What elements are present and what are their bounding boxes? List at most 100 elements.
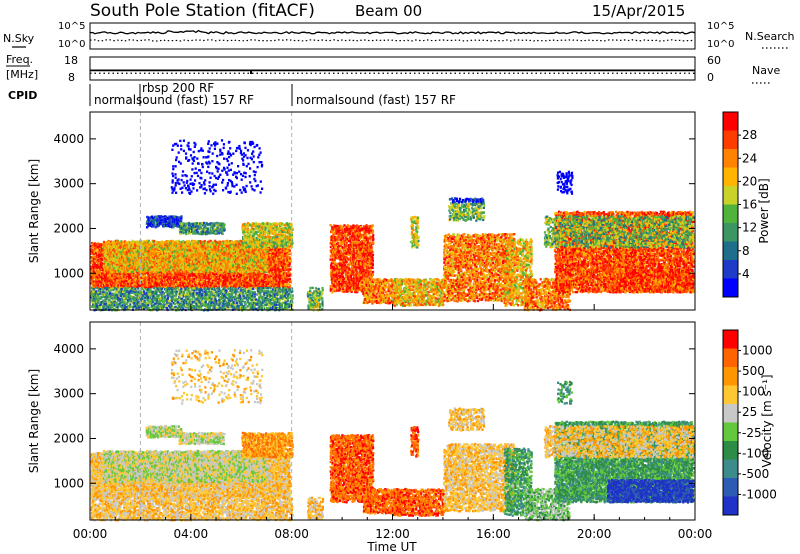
power-cell (153, 279, 156, 282)
power-cell (289, 268, 292, 271)
power-cell (146, 282, 149, 286)
power-cell (97, 281, 100, 285)
power-cell (168, 279, 171, 282)
power-cell (90, 255, 93, 259)
power-cell (131, 281, 134, 284)
power-cell (151, 276, 154, 279)
power-cell (166, 278, 169, 281)
power-cell (95, 275, 98, 278)
power-cell (91, 261, 94, 264)
freq-label-top: Freq. (6, 53, 33, 66)
power-cell (199, 276, 202, 279)
power-cell (125, 284, 128, 288)
power-cell (91, 270, 94, 273)
power-cell (142, 282, 145, 285)
power-cell (197, 285, 200, 289)
power-cell (188, 286, 191, 289)
power-cell (127, 282, 130, 285)
power-cell (214, 278, 218, 282)
power-cell (102, 270, 105, 274)
power-cell (119, 281, 122, 285)
power-cell (109, 286, 112, 289)
power-cell (156, 276, 159, 279)
power-cell (288, 271, 291, 275)
power-cell (155, 277, 158, 280)
power-cell (94, 280, 97, 283)
power-cell (149, 279, 153, 282)
power-cell (174, 247, 177, 250)
cpid-panel: CPID rbsp 200 RF normalsound (fast) 157 … (8, 81, 456, 107)
power-cell (110, 279, 113, 282)
power-cell (278, 255, 281, 259)
power-cell (99, 248, 102, 252)
power-cell (107, 272, 110, 275)
power-cell (288, 251, 291, 255)
power-cell (169, 276, 172, 279)
power-cell (138, 281, 141, 284)
power-cell (157, 280, 160, 283)
power-cell (157, 273, 160, 277)
power-cell (201, 272, 204, 275)
noise-panel-frame (89, 22, 696, 50)
power-cell (104, 284, 107, 287)
power-cell (172, 274, 175, 277)
power-cell (198, 284, 201, 287)
freq-ytick-bottom: 8 (68, 71, 75, 84)
power-cell (190, 282, 194, 285)
power-cell (105, 278, 108, 281)
power-cell (191, 245, 194, 249)
power-cell (191, 286, 194, 289)
power-cell (127, 277, 131, 281)
power-cell (103, 279, 106, 282)
power-cell (116, 275, 119, 278)
power-cell (126, 283, 129, 287)
power-cell (174, 283, 178, 286)
power-cell (195, 272, 199, 275)
power-cell (189, 283, 192, 286)
power-cell (182, 280, 185, 283)
power-cell (184, 272, 187, 275)
power-cell (113, 270, 116, 274)
power-cell (173, 275, 177, 278)
power-cell (94, 258, 97, 261)
power-cell (179, 281, 182, 284)
power-cell (118, 275, 121, 279)
power-cell (122, 279, 125, 282)
power-cell (189, 281, 192, 285)
power-cell (128, 285, 131, 289)
power-cell (192, 272, 195, 275)
power-cell (95, 283, 98, 287)
power-cell (98, 273, 101, 276)
power-cell (103, 274, 106, 278)
power-cell (144, 278, 147, 281)
power-cell (177, 285, 180, 288)
power-cell (126, 276, 129, 280)
power-cell (137, 282, 140, 286)
power-cell (97, 279, 100, 283)
power-cell (159, 275, 162, 279)
power-cell (116, 258, 119, 261)
power-heatmap-data (90, 112, 695, 312)
power-cell (95, 259, 99, 263)
power-cell (288, 249, 291, 252)
power-cell (197, 278, 200, 281)
power-cell (181, 282, 184, 285)
power-cell (103, 280, 107, 284)
power-cell (97, 252, 100, 255)
beam-label: Beam 00 (355, 2, 422, 20)
power-cell (100, 246, 103, 249)
power-cell (186, 272, 189, 275)
power-cell (102, 240, 106, 244)
power-cell (91, 275, 94, 278)
power-cell (90, 250, 93, 253)
power-cell (96, 273, 99, 276)
power-cell (178, 278, 181, 281)
power-cell (91, 257, 94, 261)
power-cell (171, 275, 174, 278)
power-cell (135, 281, 139, 284)
power-cell (144, 274, 147, 277)
power-cell (120, 284, 123, 288)
power-cell (109, 273, 112, 276)
power-cell (167, 284, 170, 287)
